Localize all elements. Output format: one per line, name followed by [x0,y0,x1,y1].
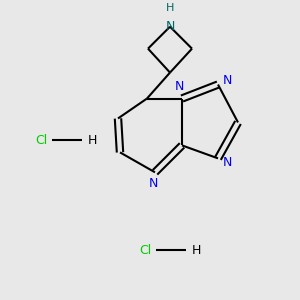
Text: Cl: Cl [140,244,152,256]
Text: N: N [223,156,232,169]
Text: H: H [88,134,98,147]
Text: H: H [192,244,201,256]
Text: N: N [148,177,158,190]
Text: N: N [223,74,232,87]
Text: Cl: Cl [36,134,48,147]
Text: H: H [166,3,174,13]
Text: N: N [174,80,184,92]
Text: N: N [165,20,175,33]
